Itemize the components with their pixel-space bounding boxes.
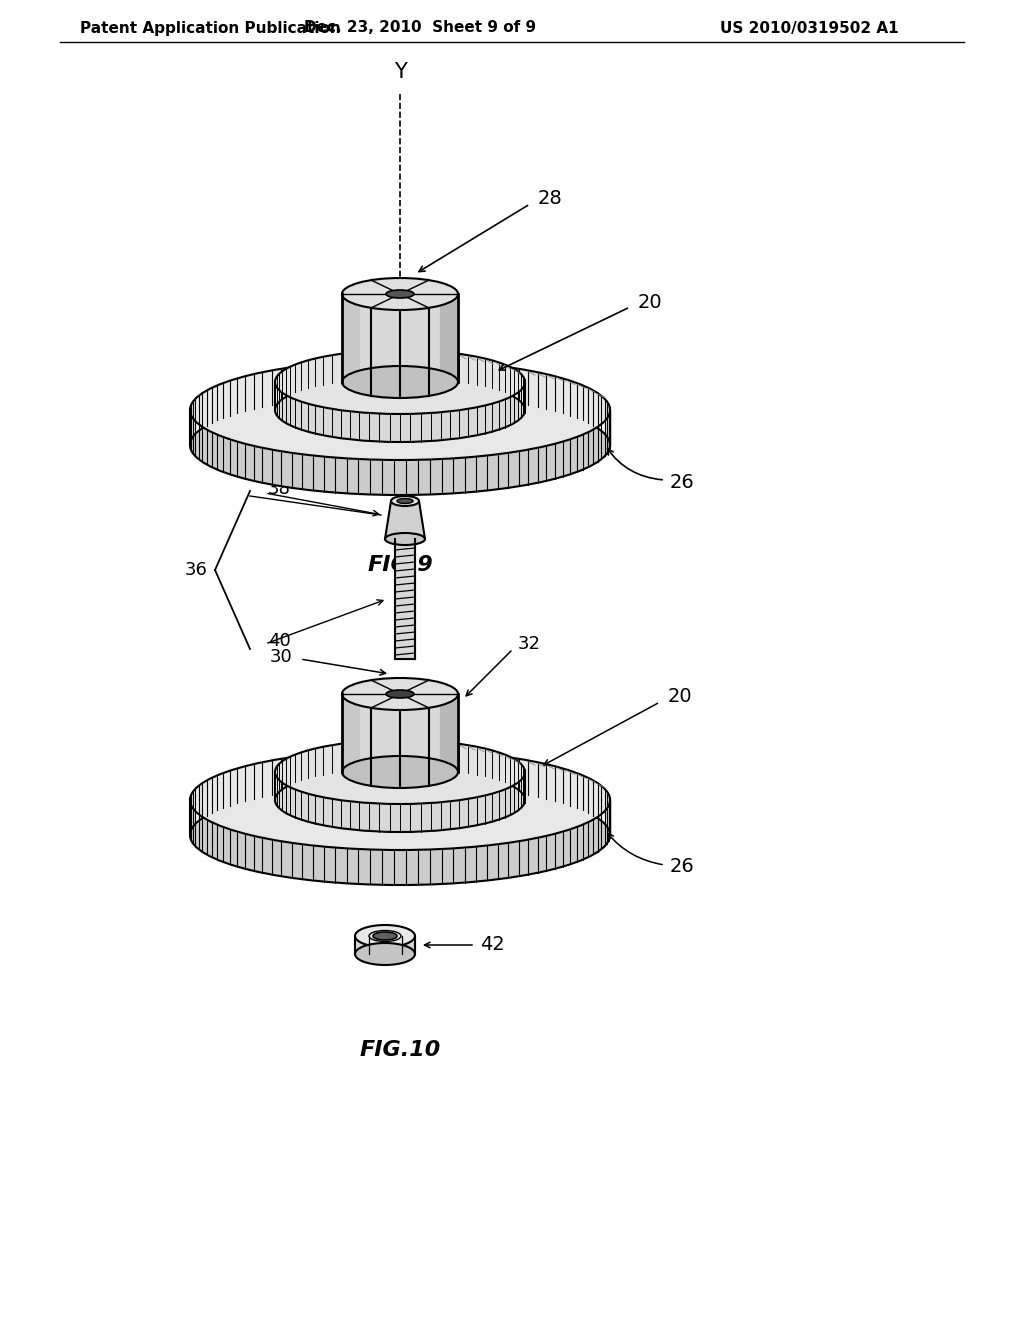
Text: Dec. 23, 2010  Sheet 9 of 9: Dec. 23, 2010 Sheet 9 of 9 — [304, 21, 536, 36]
Text: FIG.9: FIG.9 — [368, 554, 433, 576]
Ellipse shape — [342, 366, 458, 399]
Text: Patent Application Publication: Patent Application Publication — [80, 21, 341, 36]
Ellipse shape — [342, 279, 458, 310]
Ellipse shape — [275, 378, 525, 442]
Ellipse shape — [355, 942, 415, 965]
Text: US 2010/0319502 A1: US 2010/0319502 A1 — [720, 21, 899, 36]
Text: 26: 26 — [670, 473, 694, 491]
Polygon shape — [395, 539, 415, 659]
Polygon shape — [440, 282, 458, 381]
Polygon shape — [342, 294, 458, 381]
Text: Y: Y — [393, 644, 407, 664]
Polygon shape — [385, 502, 425, 539]
Ellipse shape — [190, 360, 610, 459]
Ellipse shape — [190, 750, 610, 850]
Text: 40: 40 — [268, 632, 291, 649]
Ellipse shape — [386, 690, 414, 698]
Text: 30: 30 — [269, 648, 292, 667]
Text: 26: 26 — [670, 858, 694, 876]
Ellipse shape — [275, 768, 525, 832]
Ellipse shape — [275, 741, 525, 804]
Text: 32: 32 — [518, 635, 541, 653]
Text: 38: 38 — [268, 480, 291, 498]
Text: FIG.10: FIG.10 — [359, 1040, 440, 1060]
Ellipse shape — [275, 350, 525, 414]
Ellipse shape — [373, 932, 397, 940]
Ellipse shape — [397, 499, 413, 503]
Ellipse shape — [190, 395, 610, 495]
Text: 28: 28 — [538, 190, 563, 209]
Polygon shape — [355, 936, 415, 954]
Text: 42: 42 — [480, 936, 505, 954]
Text: 20: 20 — [638, 293, 663, 312]
Ellipse shape — [391, 496, 419, 506]
Text: Y: Y — [393, 62, 407, 82]
Polygon shape — [342, 282, 359, 381]
Ellipse shape — [385, 533, 425, 545]
Polygon shape — [342, 694, 458, 772]
Ellipse shape — [355, 925, 415, 946]
Ellipse shape — [342, 678, 458, 710]
Ellipse shape — [386, 290, 414, 298]
Polygon shape — [342, 682, 359, 772]
Ellipse shape — [342, 756, 458, 788]
Text: 20: 20 — [668, 688, 692, 706]
Text: 36: 36 — [185, 561, 208, 579]
Ellipse shape — [190, 785, 610, 884]
Polygon shape — [440, 682, 458, 772]
